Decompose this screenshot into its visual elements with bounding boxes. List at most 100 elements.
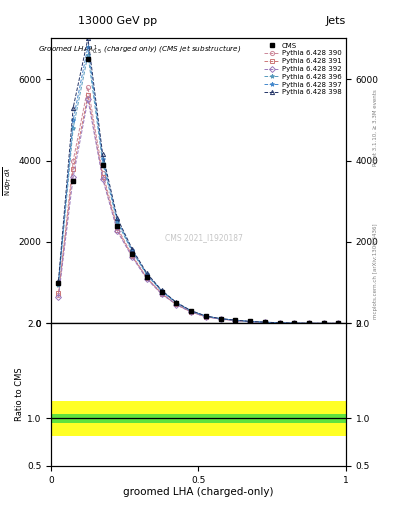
Pythia 6.428 392 [248,318,252,325]
Pythia 6.428 390 [86,84,90,90]
Pythia 6.428 391 [233,317,238,324]
Pythia 6.428 396 [71,125,75,131]
Pythia 6.428 397 [277,319,282,326]
Pythia 6.428 391 [130,253,134,259]
Pythia 6.428 390 [307,320,311,326]
Pythia 6.428 397 [71,117,75,123]
Pythia 6.428 396 [263,319,267,325]
Pythia 6.428 396 [130,248,134,254]
Pythia 6.428 397 [307,320,311,326]
Pythia 6.428 398 [218,315,223,322]
Pythia 6.428 390 [174,301,179,307]
Pythia 6.428 391 [71,165,75,172]
Pythia 6.428 390 [71,158,75,164]
Pythia 6.428 396 [204,313,208,319]
CMS [71,178,75,184]
CMS [248,318,252,325]
CMS [336,321,341,327]
Pythia 6.428 397 [115,217,120,223]
Pythia 6.428 391 [174,302,179,308]
Pythia 6.428 398 [248,318,252,325]
Line: Pythia 6.428 391: Pythia 6.428 391 [56,93,341,326]
CMS [218,315,223,322]
Pythia 6.428 398 [292,320,297,326]
Y-axis label: Ratio to CMS: Ratio to CMS [15,368,24,421]
Pythia 6.428 398 [336,321,341,327]
Pythia 6.428 391 [336,321,341,327]
Pythia 6.428 392 [174,302,179,308]
Pythia 6.428 396 [86,52,90,58]
Pythia 6.428 392 [130,254,134,260]
Pythia 6.428 391 [277,320,282,326]
Pythia 6.428 391 [204,314,208,320]
Pythia 6.428 396 [159,288,164,294]
Text: mcplots.cern.ch [arXiv:1306.3436]: mcplots.cern.ch [arXiv:1306.3436] [373,224,378,319]
Pythia 6.428 398 [233,317,238,323]
Pythia 6.428 390 [218,316,223,322]
Pythia 6.428 391 [292,320,297,326]
Pythia 6.428 392 [277,320,282,326]
Pythia 6.428 397 [130,247,134,253]
Pythia 6.428 397 [263,319,267,325]
Pythia 6.428 390 [189,309,193,315]
CMS [189,308,193,314]
Pythia 6.428 390 [100,169,105,176]
Legend: CMS, Pythia 6.428 390, Pythia 6.428 391, Pythia 6.428 392, Pythia 6.428 396, Pyt: CMS, Pythia 6.428 390, Pythia 6.428 391,… [262,40,344,98]
Pythia 6.428 392 [189,309,193,315]
Pythia 6.428 391 [218,316,223,322]
CMS [307,320,311,326]
Pythia 6.428 397 [204,313,208,319]
Pythia 6.428 398 [56,278,61,284]
Pythia 6.428 396 [145,272,149,278]
Pythia 6.428 392 [233,317,238,324]
Pythia 6.428 391 [100,174,105,180]
Line: Pythia 6.428 398: Pythia 6.428 398 [56,36,341,326]
Pythia 6.428 390 [115,225,120,231]
Pythia 6.428 390 [277,320,282,326]
CMS [100,162,105,168]
Pythia 6.428 390 [263,319,267,326]
CMS [86,56,90,62]
Pythia 6.428 392 [100,176,105,182]
Pythia 6.428 396 [277,319,282,326]
Pythia 6.428 392 [115,228,120,234]
Pythia 6.428 398 [115,215,120,221]
CMS [292,320,297,326]
Pythia 6.428 396 [292,320,297,326]
Pythia 6.428 398 [100,152,105,158]
Pythia 6.428 397 [292,320,297,326]
Pythia 6.428 396 [189,308,193,314]
Pythia 6.428 391 [145,275,149,281]
Pythia 6.428 392 [263,319,267,326]
CMS [145,273,149,280]
Pythia 6.428 392 [321,321,326,327]
Pythia 6.428 398 [263,319,267,325]
Pythia 6.428 391 [159,291,164,297]
Pythia 6.428 396 [100,160,105,166]
Pythia 6.428 391 [86,92,90,98]
Pythia 6.428 390 [159,290,164,296]
Pythia 6.428 397 [56,280,61,286]
Text: CMS 2021_I1920187: CMS 2021_I1920187 [165,233,243,242]
Pythia 6.428 392 [204,314,208,320]
Pythia 6.428 396 [56,282,61,288]
Line: Pythia 6.428 392: Pythia 6.428 392 [56,97,341,326]
Pythia 6.428 397 [233,317,238,323]
Pythia 6.428 391 [263,319,267,326]
Pythia 6.428 391 [321,321,326,327]
Pythia 6.428 390 [233,317,238,324]
Text: 13000 GeV pp: 13000 GeV pp [78,15,158,26]
Pythia 6.428 398 [145,270,149,276]
Pythia 6.428 392 [145,276,149,282]
Pythia 6.428 392 [307,320,311,326]
Pythia 6.428 390 [248,318,252,325]
Pythia 6.428 396 [174,300,179,306]
CMS [204,313,208,319]
Pythia 6.428 396 [115,219,120,225]
Pythia 6.428 391 [56,290,61,296]
Text: Rivet 3.1.10, ≥ 3.3M events: Rivet 3.1.10, ≥ 3.3M events [373,90,378,166]
Pythia 6.428 398 [71,104,75,111]
Pythia 6.428 398 [307,320,311,326]
Pythia 6.428 390 [145,275,149,281]
CMS [321,321,326,327]
